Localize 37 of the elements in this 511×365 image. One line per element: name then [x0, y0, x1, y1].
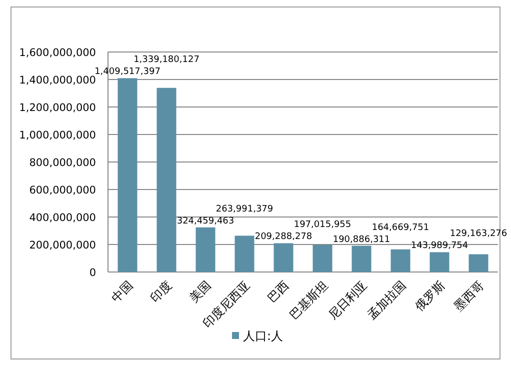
data-label: 190,886,311 — [332, 234, 390, 245]
y-tick-label: 0 — [89, 267, 96, 279]
data-label: 209,288,278 — [254, 232, 312, 242]
legend: 人口:人 — [232, 329, 284, 343]
bar — [352, 246, 372, 272]
y-tick-label: 1,200,000,000 — [19, 102, 96, 114]
y-tick-label: 600,000,000 — [29, 184, 96, 196]
data-label: 1,409,517,397 — [94, 67, 160, 78]
y-tick-label: 400,000,000 — [29, 212, 96, 224]
bar — [118, 78, 138, 272]
bar — [468, 254, 488, 272]
x-tick-label: 俄罗斯 — [412, 278, 448, 314]
y-tick-label: 1,400,000,000 — [19, 74, 96, 86]
x-tick-label: 巴西 — [264, 278, 292, 306]
x-tick-label: 墨西哥 — [451, 278, 487, 314]
legend-label: 人口:人 — [243, 329, 284, 343]
bar — [390, 249, 410, 272]
data-label: 1,339,180,127 — [134, 55, 200, 66]
data-label: 164,669,751 — [372, 222, 430, 233]
bar — [196, 227, 216, 272]
bar — [156, 88, 176, 272]
bar — [234, 236, 254, 272]
bar — [312, 244, 332, 272]
data-label: 263,991,379 — [216, 204, 274, 214]
data-label: 197,015,955 — [294, 220, 352, 230]
x-tick-label: 印度 — [148, 278, 175, 306]
y-tick-label: 800,000,000 — [29, 157, 96, 169]
data-label: 324,459,463 — [176, 216, 234, 226]
bar — [430, 252, 450, 272]
y-tick-label: 200,000,000 — [29, 240, 96, 252]
x-tick-label: 中国 — [108, 278, 136, 306]
data-label: 143,989,754 — [410, 241, 468, 252]
bar — [274, 243, 294, 272]
y-tick-label: 1,000,000,000 — [19, 130, 96, 142]
y-tick-label: 1,600,000,000 — [19, 47, 96, 59]
data-label: 129,163,276 — [450, 229, 508, 240]
x-tick-label: 美国 — [186, 278, 214, 306]
